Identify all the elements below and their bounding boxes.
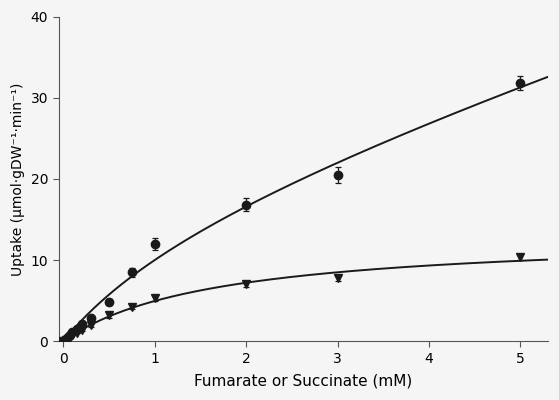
X-axis label: Fumarate or Succinate (mM): Fumarate or Succinate (mM) xyxy=(194,374,413,389)
Y-axis label: Uptake (μmol·gDW⁻¹·min⁻¹): Uptake (μmol·gDW⁻¹·min⁻¹) xyxy=(11,82,25,276)
